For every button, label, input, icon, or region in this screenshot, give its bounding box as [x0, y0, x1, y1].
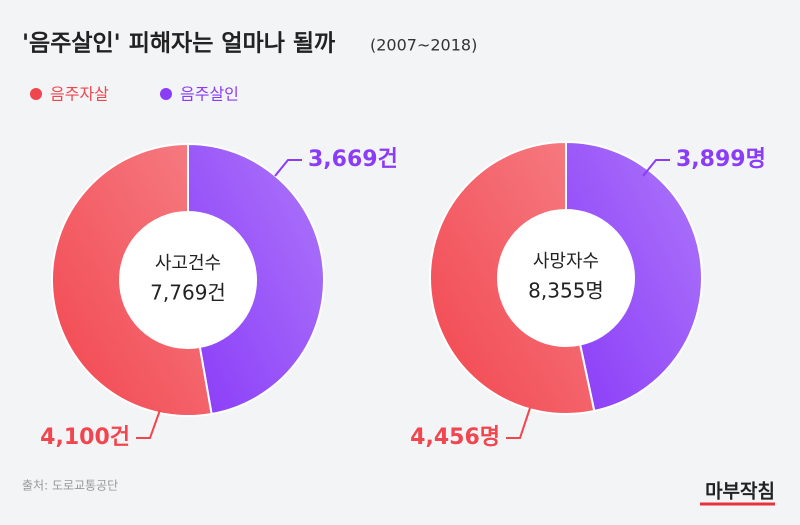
source: 출처: 도로교통공단 — [22, 479, 118, 493]
center-value: 7,769건 — [150, 281, 226, 305]
subtitle: (2007~2018) — [370, 36, 477, 55]
value-label: 4,456명 — [410, 425, 500, 450]
center-label: 사망자수 — [533, 251, 599, 272]
leader-line — [506, 407, 531, 439]
center-label: 사고건수 — [155, 253, 221, 274]
logo: 마부작침 — [705, 481, 775, 503]
value-label: 3,669건 — [308, 147, 398, 172]
value-label: 4,100건 — [40, 425, 130, 450]
center-value: 8,355명 — [528, 279, 604, 303]
donut-hole — [121, 213, 255, 347]
leader-line — [136, 409, 161, 439]
legend-label: 음주살인 — [180, 85, 239, 104]
legend-dot — [30, 88, 42, 100]
legend-label: 음주자살 — [50, 85, 109, 104]
leader-line — [642, 159, 670, 177]
donut-hole — [499, 211, 633, 345]
leader-line — [274, 159, 302, 177]
title: '음주살인' 피해자는 얼마나 될까 — [22, 31, 335, 57]
value-label: 3,899명 — [676, 147, 766, 172]
legend-dot — [160, 88, 172, 100]
